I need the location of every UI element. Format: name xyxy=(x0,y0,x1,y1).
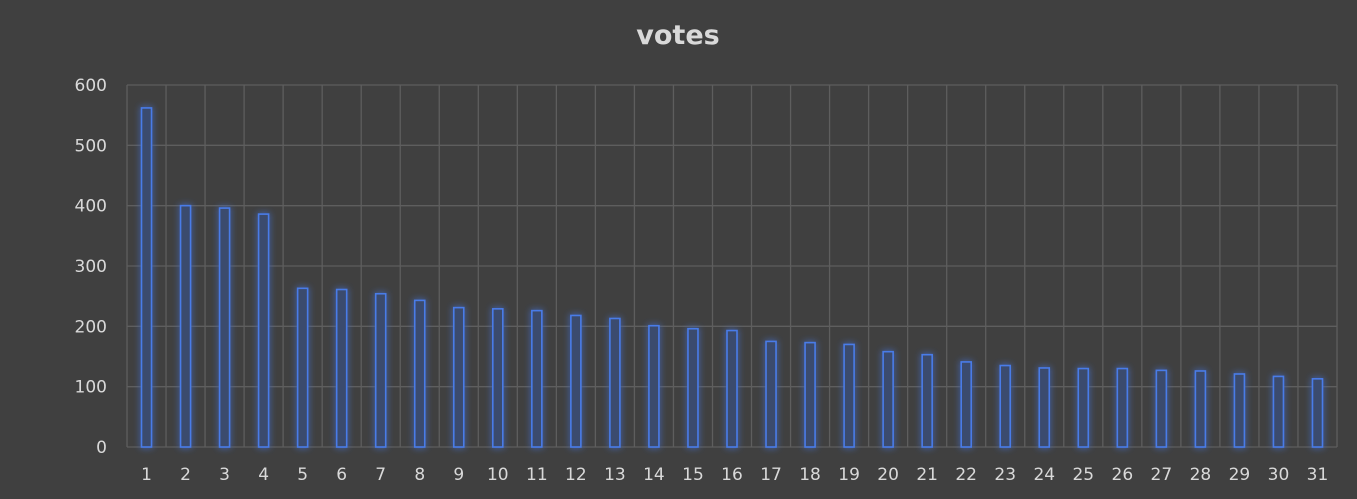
x-tick-label: 7 xyxy=(375,465,386,485)
bar-24 xyxy=(1038,367,1051,448)
bar-5 xyxy=(296,287,309,448)
bar-4 xyxy=(257,213,270,448)
bar-10 xyxy=(492,308,504,448)
bar-9 xyxy=(452,306,465,448)
y-tick-label: 500 xyxy=(75,136,107,156)
x-tick-label: 15 xyxy=(682,465,704,485)
bar-1 xyxy=(140,107,153,448)
x-tick-label: 24 xyxy=(1033,465,1055,485)
x-tick-label: 25 xyxy=(1072,465,1094,485)
bar-12 xyxy=(570,314,582,448)
bar-29 xyxy=(1233,373,1246,448)
gridlines xyxy=(126,84,1338,448)
bar-14 xyxy=(648,324,660,448)
bar-22 xyxy=(960,361,972,448)
x-tick-label: 20 xyxy=(877,465,899,485)
y-tick-label: 0 xyxy=(96,438,107,458)
x-axis-tick-labels: 1 2 3 4 5 6 7 8 9 10 11 12 13 14 15 16 17 18 19 20 21 22 23 24 2… xyxy=(141,465,1328,485)
bar-11 xyxy=(531,309,543,448)
bar-30 xyxy=(1272,375,1285,448)
y-axis-tick-labels: 0 100 200 300 400 500 600 xyxy=(75,76,107,458)
x-tick-label: 1 xyxy=(141,465,152,485)
bar-25 xyxy=(1077,367,1090,448)
x-tick-label: 29 xyxy=(1229,465,1251,485)
bar-7 xyxy=(374,292,387,448)
bar-21 xyxy=(921,353,933,448)
bar-6 xyxy=(335,288,348,448)
y-tick-label: 300 xyxy=(75,257,107,277)
x-tick-label: 18 xyxy=(799,465,821,485)
x-tick-label: 12 xyxy=(565,465,587,485)
x-tick-label: 17 xyxy=(760,465,782,485)
bar-3 xyxy=(218,207,231,448)
x-tick-label: 21 xyxy=(916,465,938,485)
x-tick-label: 11 xyxy=(526,465,548,485)
bar-13 xyxy=(609,317,621,448)
x-tick-label: 26 xyxy=(1112,465,1134,485)
x-tick-label: 16 xyxy=(721,465,743,485)
x-tick-label: 22 xyxy=(955,465,977,485)
x-tick-label: 4 xyxy=(258,465,269,485)
x-tick-label: 8 xyxy=(414,465,425,485)
bar-17 xyxy=(765,340,777,448)
y-tick-label: 600 xyxy=(75,76,107,96)
y-tick-label: 200 xyxy=(75,317,107,337)
x-tick-label: 2 xyxy=(180,465,191,485)
x-tick-label: 10 xyxy=(487,465,509,485)
bar-20 xyxy=(882,350,894,448)
bar-27 xyxy=(1155,369,1168,448)
x-tick-label: 19 xyxy=(838,465,860,485)
bar-23 xyxy=(999,364,1012,448)
y-tick-label: 400 xyxy=(75,197,107,217)
bar-18 xyxy=(804,341,816,448)
bar-28 xyxy=(1194,370,1207,448)
bar-15 xyxy=(687,327,699,448)
x-tick-label: 14 xyxy=(643,465,665,485)
x-tick-label: 5 xyxy=(297,465,308,485)
bar-16 xyxy=(726,329,738,448)
bar-2 xyxy=(179,204,192,448)
chart-title: votes xyxy=(636,20,719,51)
bars xyxy=(140,107,1324,448)
bar-31 xyxy=(1311,378,1324,448)
bar-19 xyxy=(843,343,855,448)
x-tick-label: 28 xyxy=(1190,465,1212,485)
bar-26 xyxy=(1116,367,1129,448)
x-tick-label: 3 xyxy=(219,465,230,485)
bar-8 xyxy=(413,299,426,448)
x-tick-label: 31 xyxy=(1307,465,1329,485)
y-tick-label: 100 xyxy=(75,378,107,398)
x-tick-label: 13 xyxy=(604,465,626,485)
x-tick-label: 30 xyxy=(1268,465,1290,485)
x-tick-label: 6 xyxy=(336,465,347,485)
x-tick-label: 9 xyxy=(453,465,464,485)
x-tick-label: 27 xyxy=(1151,465,1173,485)
x-tick-label: 23 xyxy=(994,465,1016,485)
